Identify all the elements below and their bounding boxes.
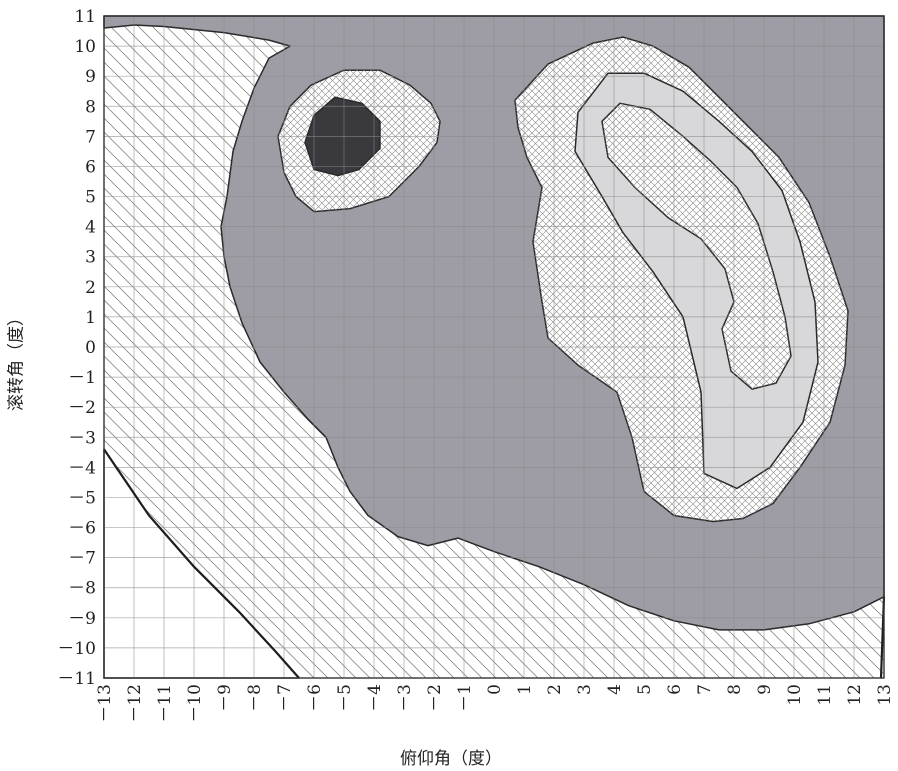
- x-tick-label: 6: [665, 684, 685, 695]
- boundary-line-0: [103, 448, 300, 679]
- x-tick-label: －5: [335, 684, 355, 712]
- x-tick-label: －7: [275, 684, 295, 712]
- x-tick-label: 10: [785, 684, 805, 706]
- x-tick-label: 7: [695, 684, 715, 695]
- y-tick-label: －8: [68, 579, 96, 599]
- x-tick-label: 1: [515, 684, 535, 695]
- y-tick-label: －3: [68, 428, 96, 448]
- y-tick-label: 10: [74, 37, 96, 57]
- x-tick-label: －6: [305, 684, 325, 712]
- x-tick-label: 13: [875, 684, 895, 706]
- x-tick-label: 11: [815, 684, 835, 706]
- y-tick-label: 7: [85, 127, 96, 147]
- x-tick-label: 4: [605, 684, 625, 695]
- x-tick-label: －4: [365, 684, 385, 712]
- x-tick-label: －12: [125, 684, 145, 723]
- frame-rect: [103, 15, 885, 679]
- y-tick-label: －4: [68, 458, 96, 478]
- x-tick-labels: －13 －12 －11 －10 －9 －8 －7 －6 －5 －4 －3 －2 －1 0 1 2 3 4 5 6 7 8 9…: [95, 684, 895, 723]
- x-tick-label: －8: [245, 684, 265, 712]
- x-tick-label: －10: [185, 684, 205, 723]
- x-tick-label: 5: [635, 684, 655, 695]
- y-tick-label: 11: [74, 7, 96, 27]
- x-tick-label: －11: [155, 684, 175, 723]
- x-axis-title: 俯仰角（度）: [400, 749, 502, 769]
- y-tick-label: －5: [68, 488, 96, 508]
- y-tick-label: －10: [57, 639, 96, 659]
- x-tick-label: 9: [755, 684, 775, 695]
- x-tick-label: －2: [425, 684, 445, 712]
- plot-frame: [103, 15, 885, 679]
- y-tick-label: 6: [85, 157, 96, 177]
- y-axis-title: 滚转角（度）: [6, 309, 27, 411]
- x-tick-label: －13: [95, 684, 115, 723]
- y-tick-label: 5: [85, 188, 96, 208]
- y-tick-label: 1: [85, 308, 96, 328]
- y-tick-label: 2: [85, 278, 96, 298]
- x-tick-label: 12: [845, 684, 865, 706]
- x-tick-label: －1: [455, 684, 475, 712]
- y-tick-label: －11: [57, 669, 96, 689]
- x-tick-label: 0: [485, 684, 505, 695]
- y-tick-label: 0: [85, 338, 96, 358]
- y-tick-label: －6: [68, 519, 96, 539]
- x-tick-label: －9: [215, 684, 235, 712]
- y-tick-label: 3: [85, 248, 96, 268]
- x-tick-label: 8: [725, 684, 745, 695]
- region-crosshatch-pattern-5: [602, 103, 791, 390]
- y-tick-label: －2: [68, 398, 96, 418]
- y-tick-label: 9: [85, 67, 96, 87]
- y-tick-label: －1: [68, 368, 96, 388]
- y-tick-label: －9: [68, 609, 96, 629]
- x-tick-label: 2: [545, 684, 565, 695]
- x-tick-label: －3: [395, 684, 415, 712]
- y-tick-label: 8: [85, 97, 96, 117]
- x-tick-label: 3: [575, 684, 595, 695]
- y-tick-label: 4: [85, 218, 96, 238]
- y-tick-label: －7: [68, 549, 96, 569]
